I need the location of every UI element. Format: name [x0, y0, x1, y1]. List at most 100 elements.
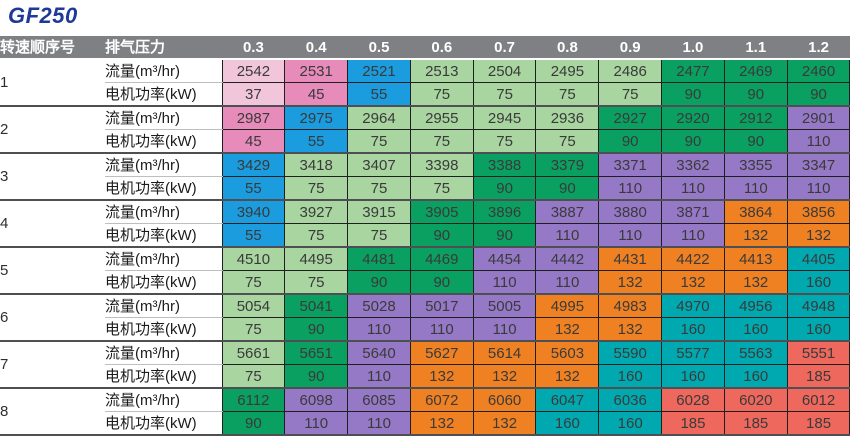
power-cell: 110	[786, 129, 850, 154]
power-label: 电机功率(kW)	[105, 223, 222, 247]
flow-row: 8 流量(m³/hr) 6112 6098 6085 6072 6060 6047 6036 60…	[0, 387, 850, 435]
power-row: 电机功率(kW) 37 45 55 75 75 75 75 90 90 90	[0, 82, 850, 107]
power-cell: 75	[284, 176, 349, 201]
flow-cell: 4405	[786, 246, 850, 271]
flow-cell: 6020	[723, 387, 788, 412]
power-cell: 55	[221, 176, 286, 201]
header-discharge-pressure: 排气压力	[105, 36, 222, 60]
speed-sequence-number: 8	[0, 388, 105, 435]
flow-cell: 4413	[723, 246, 788, 271]
power-row: 电机功率(kW) 55 75 75 75 90 90 110 110 110 110	[0, 176, 850, 201]
flow-label: 流量(m³/hr)	[105, 106, 222, 130]
page-title: GF250	[8, 3, 78, 28]
flow-cell: 3856	[786, 199, 850, 224]
power-label: 电机功率(kW)	[105, 364, 222, 388]
flow-cell: 2927	[598, 105, 663, 130]
flow-cell: 2901	[786, 105, 850, 130]
power-cell: 110	[598, 223, 663, 248]
flow-cell: 6098	[284, 387, 349, 412]
power-cell: 110	[347, 364, 411, 389]
speed-group-5: 5 流量(m³/hr) 4510 4495 4481 4469 4454 4442 4431 44…	[0, 246, 850, 295]
power-cell: 110	[535, 270, 600, 295]
power-cell: 75	[409, 82, 474, 107]
power-cell: 110	[786, 176, 850, 201]
power-cell: 90	[723, 129, 788, 154]
flow-cell: 5054	[221, 293, 286, 318]
flow-cell: 3355	[723, 152, 788, 177]
flow-cell: 5028	[347, 293, 411, 318]
flow-cell: 3864	[723, 199, 788, 224]
header-pressure-0.3: 0.3	[222, 36, 285, 60]
flow-cell: 6036	[598, 387, 663, 412]
flow-cell: 3407	[347, 152, 411, 177]
speed-sequence-number: 4	[0, 200, 105, 247]
power-cell: 90	[472, 176, 537, 201]
power-cell: 90	[786, 82, 850, 107]
header-pressure-1.1: 1.1	[724, 36, 788, 60]
power-cell: 75	[598, 82, 663, 107]
speed-sequence-number: 6	[0, 294, 105, 341]
power-label: 电机功率(kW)	[105, 270, 222, 294]
power-cell: 110	[598, 176, 663, 201]
power-cell: 45	[284, 82, 349, 107]
power-cell: 160	[661, 364, 725, 389]
flow-cell: 2987	[221, 105, 286, 130]
power-cell: 75	[284, 223, 349, 248]
flow-cell: 3940	[221, 199, 286, 224]
power-cell: 132	[723, 270, 788, 295]
power-cell: 110	[347, 411, 411, 436]
flow-cell: 4956	[723, 293, 788, 318]
flow-cell: 6060	[472, 387, 537, 412]
power-cell: 185	[723, 411, 788, 436]
flow-cell: 2486	[598, 58, 663, 83]
power-cell: 132	[472, 364, 537, 389]
power-cell: 75	[409, 129, 474, 154]
flow-cell: 2495	[535, 58, 600, 83]
speed-sequence-number: 2	[0, 106, 105, 153]
spec-table: 转速顺序号 排气压力 0.3 0.4 0.5 0.6 0.7 0.8 0.9 1.0 1.1 1.…	[0, 36, 850, 436]
flow-label: 流量(m³/hr)	[105, 388, 222, 412]
flow-cell: 3880	[598, 199, 663, 224]
power-cell: 160	[535, 411, 600, 436]
power-cell: 90	[284, 317, 349, 342]
power-cell: 55	[221, 223, 286, 248]
speed-sequence-number: 7	[0, 341, 105, 388]
power-cell: 110	[347, 317, 411, 342]
power-cell: 90	[535, 176, 600, 201]
flow-cell: 2521	[347, 58, 411, 83]
power-cell: 110	[472, 317, 537, 342]
flow-cell: 2531	[284, 58, 349, 83]
power-row: 电机功率(kW) 75 75 90 90 110 110 132 132 132 160	[0, 270, 850, 295]
flow-cell: 4510	[221, 246, 286, 271]
power-cell: 75	[221, 317, 286, 342]
power-cell: 185	[786, 411, 850, 436]
flow-cell: 2542	[221, 58, 286, 83]
power-cell: 90	[723, 82, 788, 107]
power-cell: 132	[598, 317, 663, 342]
power-row: 电机功率(kW) 90 110 110 132 132 160 160 185 185 185	[0, 411, 850, 436]
power-cell: 75	[347, 223, 411, 248]
flow-cell: 3927	[284, 199, 349, 224]
header-pressure-0.7: 0.7	[473, 36, 536, 60]
power-cell: 90	[409, 223, 474, 248]
power-cell: 90	[221, 411, 286, 436]
flow-cell: 3371	[598, 152, 663, 177]
flow-label: 流量(m³/hr)	[105, 294, 222, 318]
flow-cell: 5577	[661, 340, 725, 365]
header-pressure-0.9: 0.9	[598, 36, 662, 60]
flow-cell: 2504	[472, 58, 537, 83]
flow-cell: 3915	[347, 199, 411, 224]
power-cell: 75	[535, 129, 600, 154]
flow-row: 3 流量(m³/hr) 3429 3418 3407 3398 3388 3379 3371 33…	[0, 152, 850, 200]
power-label: 电机功率(kW)	[105, 317, 222, 341]
flow-cell: 3905	[409, 199, 474, 224]
flow-cell: 2477	[661, 58, 725, 83]
power-cell: 132	[598, 270, 663, 295]
power-row: 电机功率(kW) 75 90 110 132 132 132 160 160 160 185	[0, 364, 850, 389]
flow-cell: 3896	[472, 199, 537, 224]
flow-cell: 2945	[472, 105, 537, 130]
power-cell: 75	[472, 82, 537, 107]
power-cell: 160	[661, 317, 725, 342]
flow-cell: 4970	[661, 293, 725, 318]
flow-cell: 6028	[661, 387, 725, 412]
